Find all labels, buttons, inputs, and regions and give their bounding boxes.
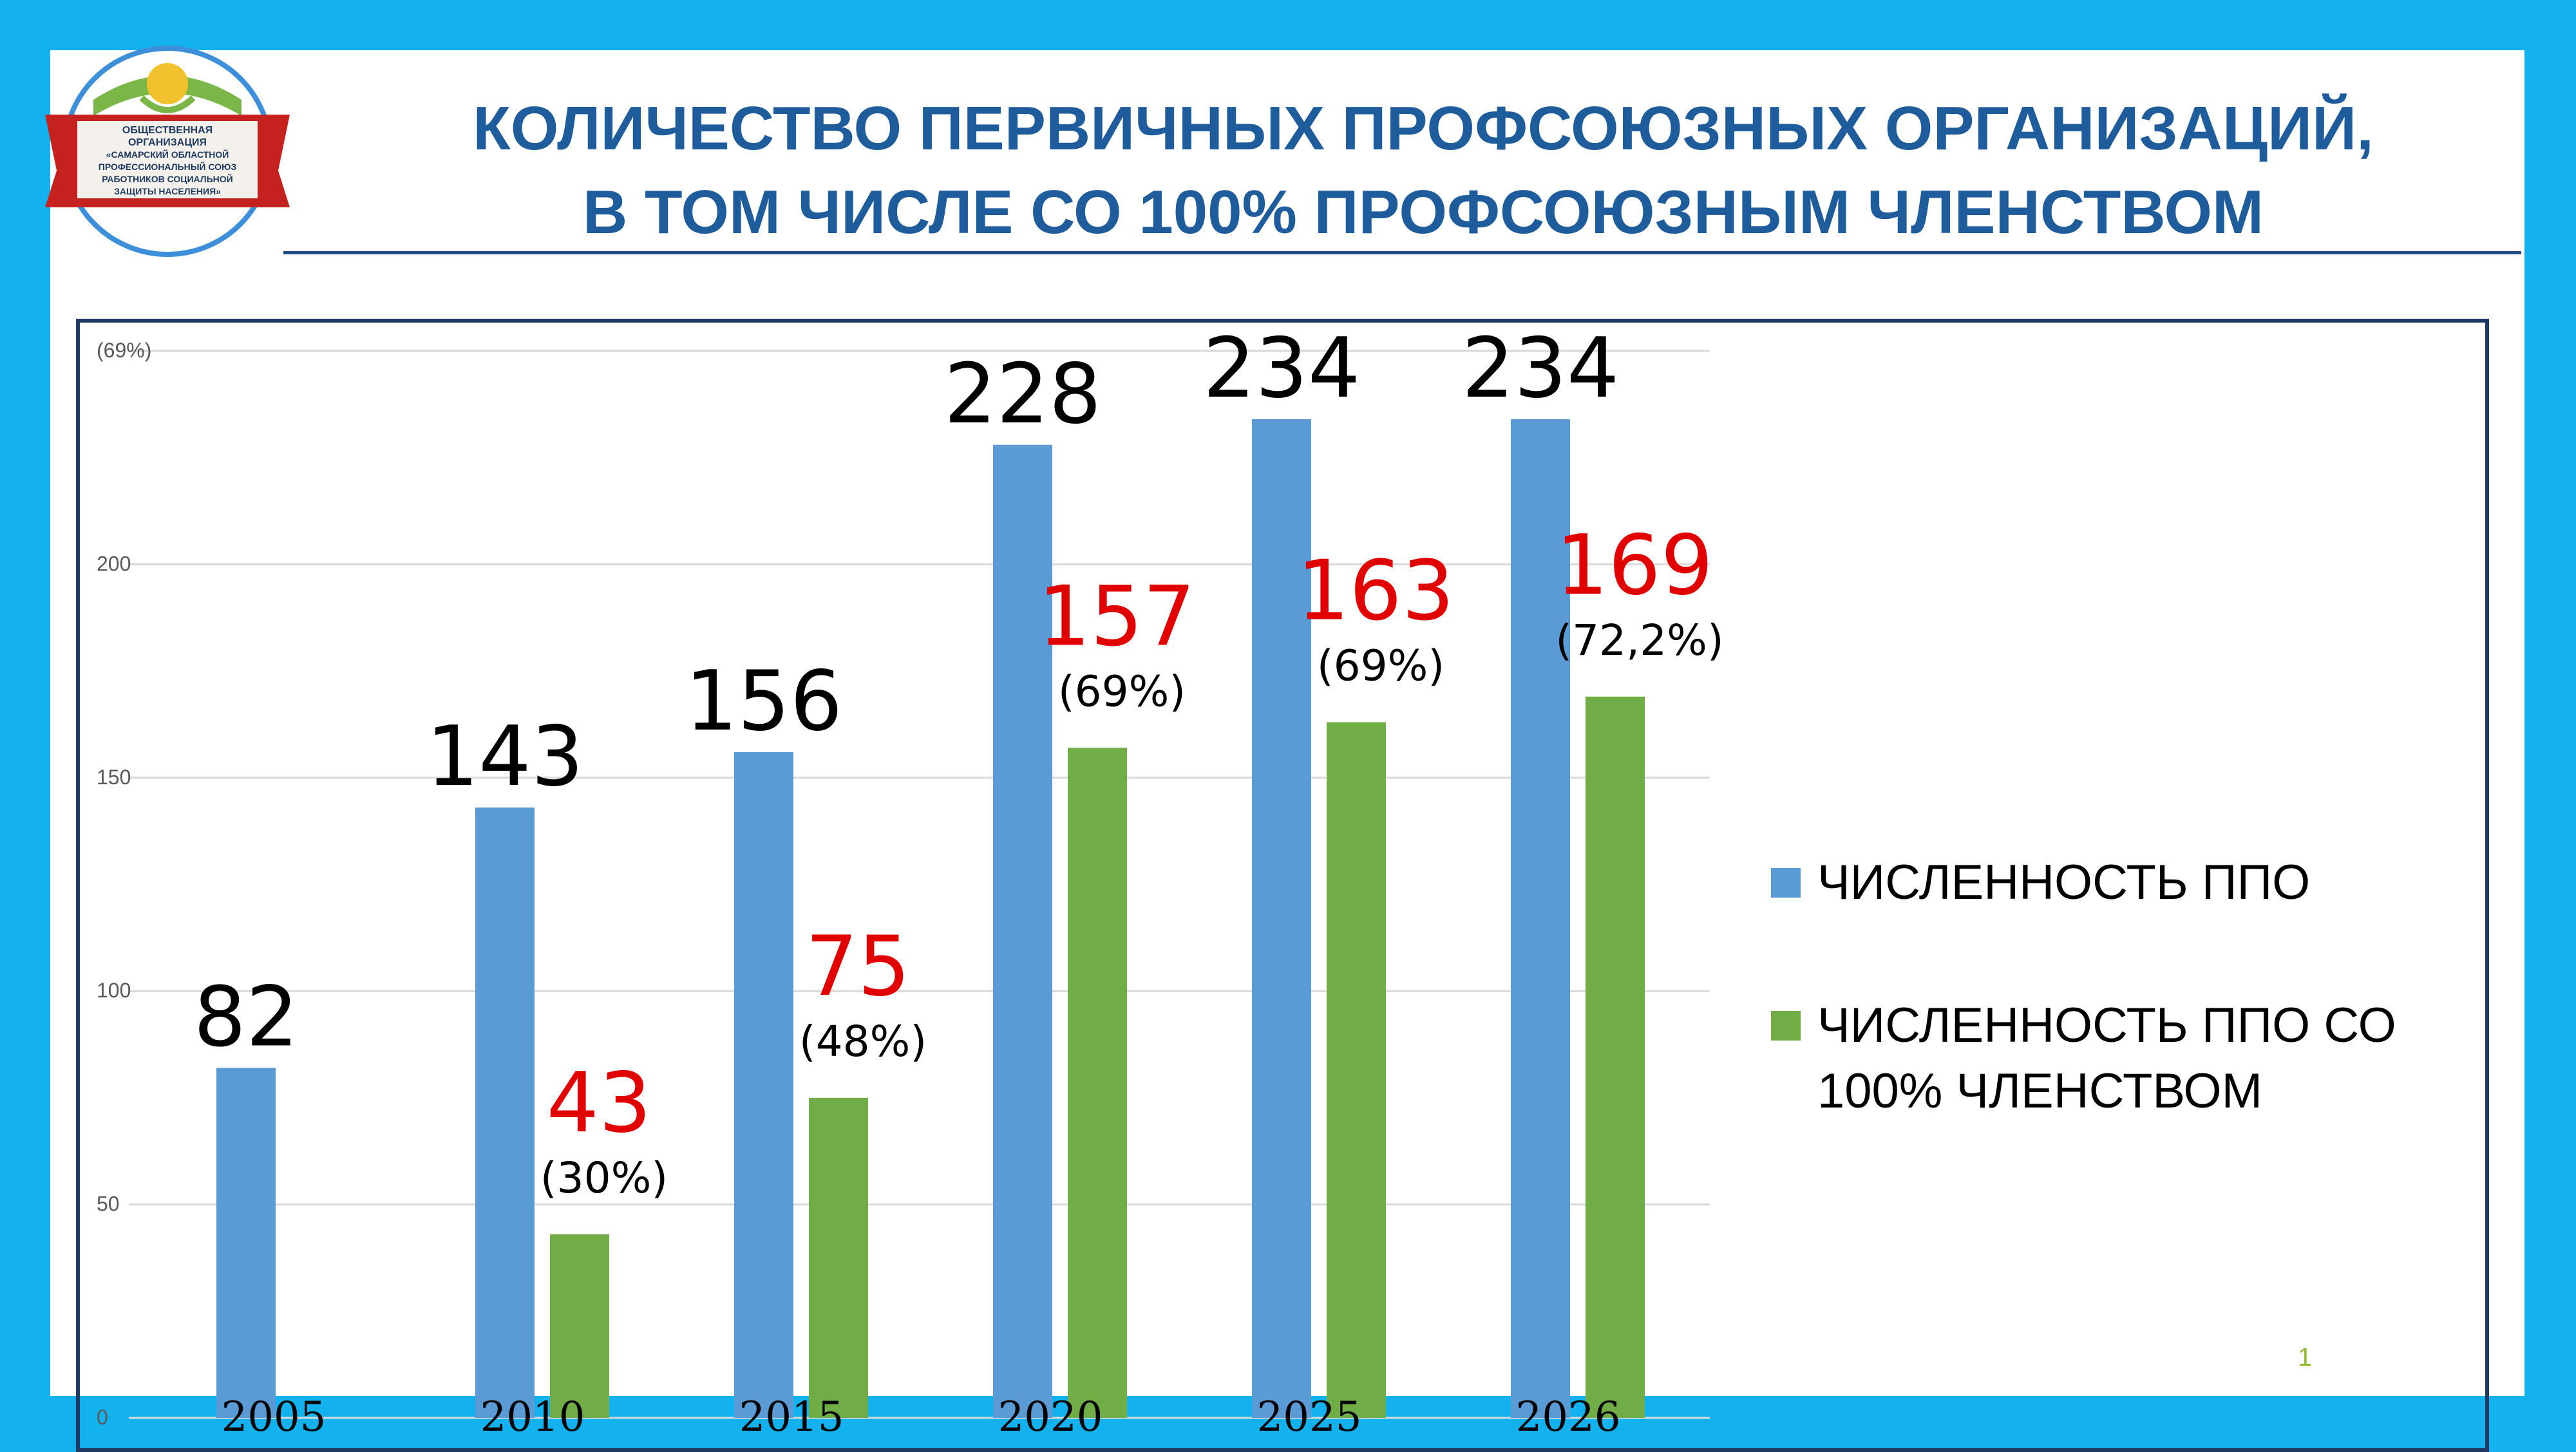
organization-logo: ОБЩЕСТВЕННАЯ ОРГАНИЗАЦИЯ «САМАРСКИЙ ОБЛА… (45, 46, 290, 257)
bar (809, 1097, 868, 1418)
logo-line: «САМАРСКИЙ ОБЛАСТНОЙ (106, 149, 229, 160)
legend-label: ЧИСЛЕННОСТЬ ППО СО 100% ЧЛЕНСТВОМ (1817, 998, 2396, 1118)
data-label: 75 (806, 919, 911, 1015)
legend-swatch-green (1771, 1011, 1801, 1041)
title-line-1: КОЛИЧЕСТВО ПЕРВИЧНЫХ ПРОФСОЮЗНЫХ ОРГАНИЗ… (473, 94, 2374, 163)
y-tick-label: 150 (97, 766, 131, 789)
legend-item-total: ЧИСЛЕННОСТЬ ППО (1771, 850, 2479, 916)
y-tick-label: (69%) (97, 339, 151, 362)
x-tick-label: 2020 (998, 1393, 1103, 1441)
data-label: 163 (1297, 543, 1454, 639)
x-tick-label: 2005 (222, 1393, 327, 1441)
page-number: 1 (2298, 1343, 2313, 1372)
y-axis-ticks: 0 50 100 150 200 (69%) (97, 339, 151, 1429)
x-tick-label: 2010 (480, 1393, 585, 1441)
bar (1252, 419, 1311, 1418)
legend-swatch-blue (1771, 868, 1801, 898)
chart-gridlines (129, 350, 1710, 1419)
logo-line: РАБОТНИКОВ СОЦИАЛЬНОЙ (102, 173, 233, 184)
bar (993, 444, 1052, 1419)
chart-legend: ЧИСЛЕННОСТЬ ППО ЧИСЛЕННОСТЬ ППО СО 100% … (1771, 850, 2479, 1124)
y-tick-label: 200 (97, 552, 131, 575)
bar (1068, 748, 1127, 1418)
y-tick-label: 50 (97, 1193, 120, 1216)
x-tick-label: 2025 (1257, 1393, 1362, 1441)
y-tick-label: 0 (97, 1406, 108, 1429)
y-tick-label: 100 (97, 979, 131, 1002)
legend-item-full-membership: ЧИСЛЕННОСТЬ ППО СО 100% ЧЛЕНСТВОМ (1771, 993, 2479, 1124)
data-label: 157 (1038, 569, 1195, 665)
bar (216, 1068, 276, 1418)
bar (1586, 696, 1645, 1418)
data-label: 228 (944, 346, 1101, 442)
slide-title: КОЛИЧЕСТВО ПЕРВИЧНЫХ ПРОФСОЮЗНЫХ ОРГАНИЗ… (361, 87, 2486, 254)
x-tick-label: 2026 (1516, 1393, 1621, 1441)
percent-label: (30%) (540, 1153, 668, 1203)
logo-line: ОРГАНИЗАЦИЯ (128, 137, 207, 148)
percent-label: (69%) (1058, 666, 1186, 716)
x-tick-label: 2015 (739, 1393, 844, 1441)
data-label: 43 (547, 1055, 652, 1151)
logo-line: ОБЩЕСТВЕННАЯ (122, 125, 213, 136)
data-label: 82 (194, 970, 299, 1066)
percent-label: (48%) (799, 1017, 927, 1066)
logo-line: ЗАЩИТЫ НАСЕЛЕНИЯ» (114, 186, 221, 196)
logo-line: ПРОФЕССИОНАЛЬНЫЙ СОЮЗ (99, 161, 237, 172)
title-line-2: В ТОМ ЧИСЛЕ СО 100% ПРОФСОЮЗНЫМ ЧЛЕНСТВО… (583, 178, 2264, 247)
data-label: 234 (1462, 321, 1619, 417)
percent-label: (69%) (1317, 641, 1444, 691)
bar (475, 807, 535, 1418)
bar (1511, 419, 1570, 1418)
chart-labels: 82 2005 143 43(30%) 2010 156 75(48%) 2015 228 157… (194, 321, 1724, 1441)
bar (550, 1234, 609, 1418)
data-label: 143 (426, 709, 583, 805)
chart-bars (216, 419, 1645, 1419)
data-label: 234 (1203, 321, 1360, 417)
data-label: 169 (1556, 518, 1713, 614)
data-label: 156 (685, 654, 842, 750)
bar (734, 752, 793, 1418)
bar (1327, 722, 1386, 1418)
legend-label: ЧИСЛЕННОСТЬ ППО (1817, 855, 2311, 910)
title-underline (283, 251, 2521, 254)
percent-label: (72,2%) (1555, 616, 1723, 665)
